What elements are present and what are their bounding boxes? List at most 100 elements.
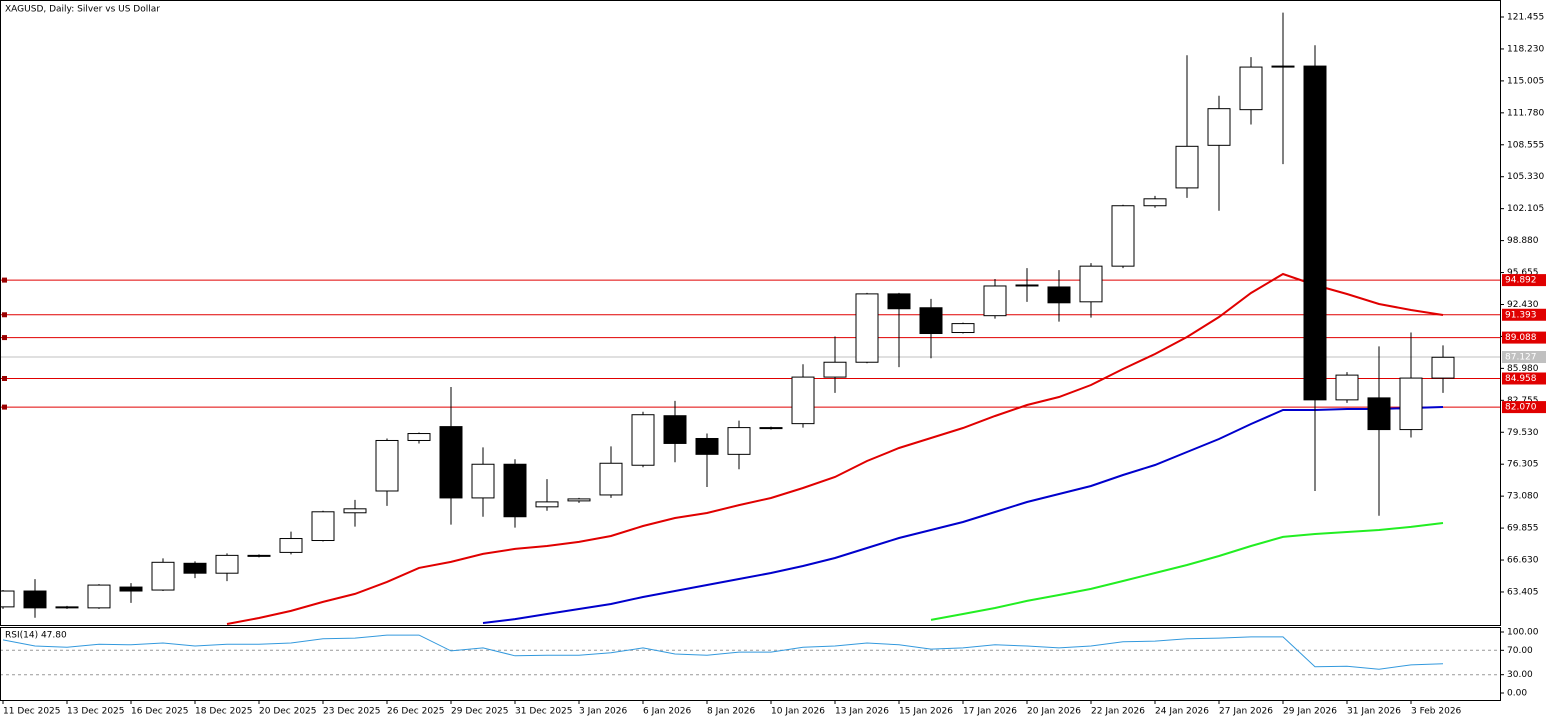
candle-body <box>375 439 399 492</box>
moving-average <box>482 406 1444 624</box>
rsi-title: RSI(14) 47.80 <box>5 631 67 641</box>
y-tick-label: 30.00 <box>1507 670 1533 680</box>
moving-average <box>226 272 1444 625</box>
x-tick-label: 10 Jan 2026 <box>771 707 825 717</box>
candle-body <box>151 561 175 591</box>
candle-body <box>1207 108 1231 146</box>
x-tick-label: 20 Dec 2025 <box>259 707 317 717</box>
x-tick-label: 17 Jan 2026 <box>963 707 1017 717</box>
candle-body <box>599 462 623 496</box>
main-frame <box>0 0 1501 626</box>
chart-title: XAGUSD, Daily: Silver vs US Dollar <box>5 5 160 15</box>
y-tick-label: 118.230 <box>1507 44 1544 54</box>
x-tick-label: 3 Jan 2026 <box>579 707 627 717</box>
x-tick-label: 3 Feb 2026 <box>1411 707 1462 717</box>
y-tick-label: 73.080 <box>1507 492 1539 502</box>
y-tick-label: 108.555 <box>1507 140 1544 150</box>
level-label-bg <box>1502 401 1546 414</box>
candle-body <box>247 554 271 557</box>
x-tick-label: 26 Dec 2025 <box>387 707 445 717</box>
candle-body <box>1047 286 1071 304</box>
y-tick-label: 85.980 <box>1507 364 1539 374</box>
y-tick-label: 82.755 <box>1507 396 1539 406</box>
candle-body <box>983 285 1007 317</box>
y-tick-label: 111.780 <box>1507 108 1544 118</box>
level-label: 91.393 <box>1505 310 1537 320</box>
y-tick-label: 0.00 <box>1507 688 1527 698</box>
candle-body <box>503 463 527 518</box>
candle-body <box>279 538 303 553</box>
candle-body <box>567 498 591 502</box>
level-marker <box>2 375 7 381</box>
x-tick-label: 8 Jan 2026 <box>707 707 755 717</box>
level-label: 84.958 <box>1505 374 1537 384</box>
level-marker <box>2 404 7 410</box>
y-tick-label: 92.430 <box>1507 300 1539 310</box>
candle-body <box>759 427 783 430</box>
level-label-bg <box>1502 372 1546 385</box>
candle-body <box>87 584 111 609</box>
level-marker <box>2 335 7 341</box>
candle-body <box>1367 397 1391 431</box>
y-tick-label: 66.630 <box>1507 556 1539 566</box>
level-label: 94.892 <box>1505 276 1537 286</box>
candle-body <box>1111 205 1135 267</box>
candle-body <box>663 415 687 444</box>
candle-body <box>119 586 143 592</box>
candle-body <box>535 501 559 508</box>
candle-body <box>471 463 495 499</box>
x-tick-label: 27 Jan 2026 <box>1219 707 1273 717</box>
rsi-line <box>2 634 1444 670</box>
candle-body <box>343 508 367 514</box>
candle-body <box>183 562 207 574</box>
rsi-plot <box>1 634 1500 676</box>
price-label-bg <box>1502 351 1546 364</box>
y-tick-label: 76.305 <box>1507 460 1539 470</box>
candle-body <box>1079 265 1103 303</box>
y-tick-label: 105.330 <box>1507 172 1544 182</box>
candle-body <box>1015 284 1039 287</box>
level-label-bg <box>1502 274 1546 287</box>
x-tick-label: 29 Dec 2025 <box>451 707 509 717</box>
candle-body <box>951 323 975 334</box>
candle-body <box>1431 356 1455 379</box>
level-label-bg <box>1502 331 1546 344</box>
candle-body <box>1239 66 1263 111</box>
candle-body <box>791 376 815 425</box>
candle-body <box>1303 65 1327 401</box>
candle-body <box>215 554 239 574</box>
x-tick-label: 13 Jan 2026 <box>835 707 889 717</box>
x-tick-label: 22 Jan 2026 <box>1091 707 1145 717</box>
y-tick-label: 70.00 <box>1507 646 1533 656</box>
y-tick-label: 102.105 <box>1507 204 1544 214</box>
level-label: 82.070 <box>1505 403 1537 413</box>
y-tick-label: 69.855 <box>1507 524 1539 534</box>
y-tick-label: 63.405 <box>1507 587 1539 597</box>
level-marker <box>2 277 7 283</box>
x-tick-label: 31 Jan 2026 <box>1347 707 1401 717</box>
main-plot <box>1 12 1500 625</box>
x-tick-label: 13 Dec 2025 <box>67 707 125 717</box>
y-tick-label: 115.005 <box>1507 76 1544 86</box>
y-tick-label: 98.880 <box>1507 236 1539 246</box>
candle-body <box>695 437 719 455</box>
x-tick-label: 20 Jan 2026 <box>1027 707 1081 717</box>
candle-body <box>407 433 431 441</box>
candle-body <box>1 590 15 608</box>
candle-body <box>23 590 47 609</box>
x-tick-label: 6 Jan 2026 <box>643 707 691 717</box>
candle-body <box>887 293 911 310</box>
candle-body <box>823 361 847 378</box>
x-tick-label: 24 Jan 2026 <box>1155 707 1209 717</box>
candle-body <box>1175 145 1199 189</box>
x-tick-label: 16 Dec 2025 <box>131 707 189 717</box>
level-label: 89.088 <box>1505 333 1537 343</box>
candle-body <box>631 414 655 466</box>
candle-body <box>439 426 463 499</box>
candle-body <box>1399 377 1423 431</box>
candle-body <box>311 511 335 542</box>
candle-body <box>855 293 879 363</box>
x-tick-label: 11 Dec 2025 <box>3 707 61 717</box>
